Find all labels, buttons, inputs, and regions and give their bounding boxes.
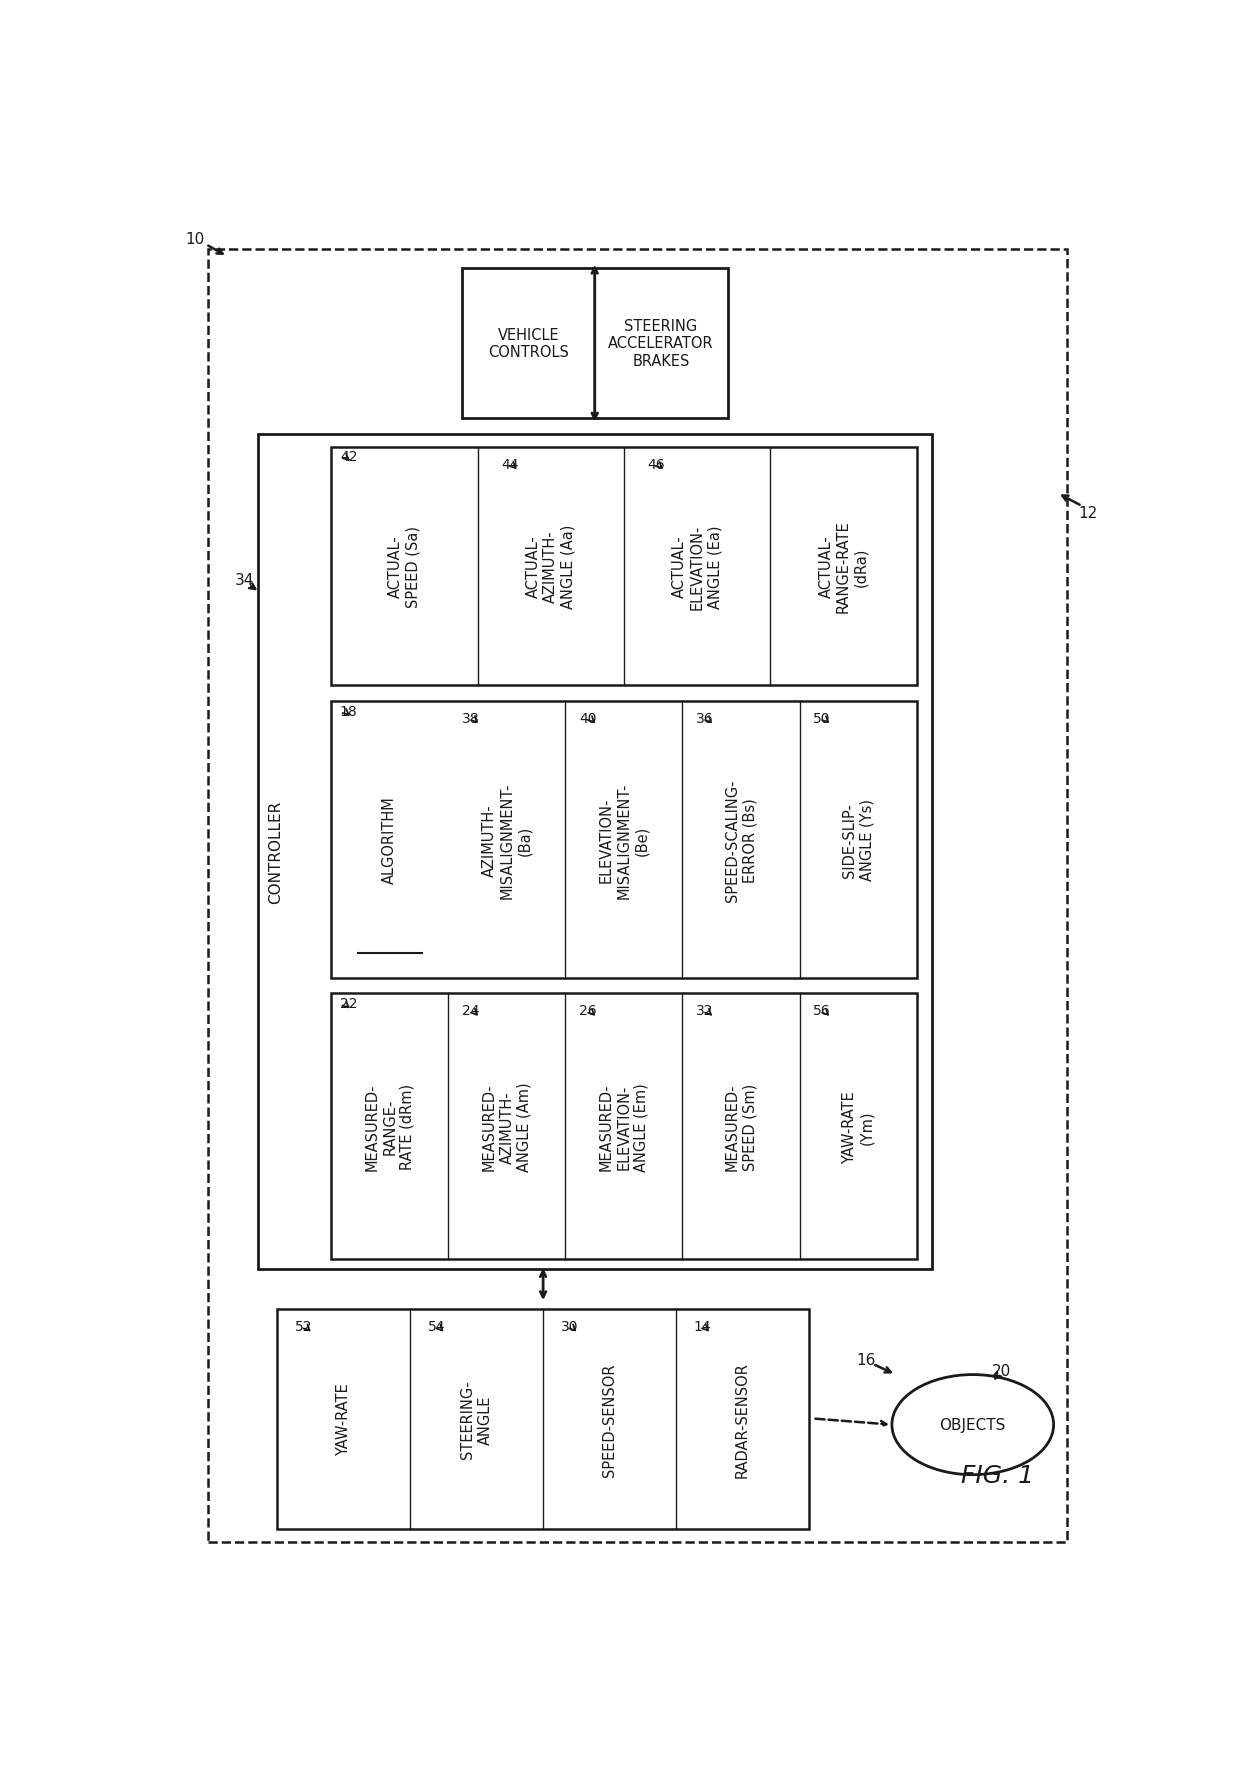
Text: MEASURED-
SPEED (Sm): MEASURED- SPEED (Sm) (725, 1083, 758, 1170)
Text: 44: 44 (501, 457, 518, 472)
Text: VEHICLE
CONTROLS: VEHICLE CONTROLS (489, 328, 569, 360)
Text: 42: 42 (340, 450, 357, 465)
FancyBboxPatch shape (331, 447, 916, 686)
Text: FIG. 1: FIG. 1 (961, 1463, 1034, 1488)
Text: ACTUAL-
AZIMUTH-
ANGLE (Aa): ACTUAL- AZIMUTH- ANGLE (Aa) (526, 525, 575, 608)
Text: 16: 16 (857, 1353, 877, 1367)
Text: 22: 22 (340, 996, 357, 1011)
Text: 10: 10 (186, 232, 205, 246)
Text: 30: 30 (560, 1319, 578, 1333)
Text: 34: 34 (234, 573, 254, 589)
Text: 50: 50 (813, 711, 831, 725)
Text: SPEED-SCALING-
ERROR (Bs): SPEED-SCALING- ERROR (Bs) (725, 778, 758, 901)
Text: 32: 32 (697, 1004, 714, 1018)
Text: 40: 40 (579, 711, 596, 725)
Text: 56: 56 (813, 1004, 831, 1018)
Text: YAW-RATE: YAW-RATE (336, 1383, 351, 1456)
Text: AZIMUTH-
MISALIGNMENT-
(Ba): AZIMUTH- MISALIGNMENT- (Ba) (482, 782, 532, 899)
Text: 24: 24 (463, 1004, 480, 1018)
Text: SPEED-SENSOR: SPEED-SENSOR (601, 1362, 618, 1475)
Text: OBJECTS: OBJECTS (940, 1417, 1006, 1433)
Text: 14: 14 (693, 1319, 711, 1333)
Text: YAW-RATE
(Ym): YAW-RATE (Ym) (842, 1090, 874, 1163)
Text: ACTUAL-
ELEVATION-
ANGLE (Ea): ACTUAL- ELEVATION- ANGLE (Ea) (672, 525, 722, 610)
Text: 20: 20 (992, 1363, 1011, 1378)
FancyBboxPatch shape (331, 702, 916, 979)
Text: ALGORITHM: ALGORITHM (382, 796, 397, 883)
Text: 46: 46 (647, 457, 665, 472)
Text: CONTROLLER: CONTROLLER (268, 800, 283, 902)
Text: MEASURED-
RANGE-
RATE (dRm): MEASURED- RANGE- RATE (dRm) (365, 1083, 414, 1170)
Text: 12: 12 (1079, 505, 1097, 521)
Text: STEERING
ACCELERATOR
BRAKES: STEERING ACCELERATOR BRAKES (608, 319, 714, 369)
Text: 54: 54 (428, 1319, 445, 1333)
FancyBboxPatch shape (463, 269, 728, 418)
Text: ACTUAL-
RANGE-RATE
(dRa): ACTUAL- RANGE-RATE (dRa) (818, 521, 868, 613)
Text: MEASURED-
AZIMUTH-
ANGLE (Am): MEASURED- AZIMUTH- ANGLE (Am) (482, 1082, 532, 1172)
Text: 38: 38 (463, 711, 480, 725)
Text: ELEVATION-
MISALIGNMENT-
(Be): ELEVATION- MISALIGNMENT- (Be) (599, 782, 649, 899)
FancyBboxPatch shape (331, 995, 916, 1259)
Text: RADAR-SENSOR: RADAR-SENSOR (735, 1362, 750, 1477)
Text: 36: 36 (697, 711, 714, 725)
FancyBboxPatch shape (208, 250, 1066, 1543)
Text: SIDE-SLIP-
ANGLE (Ys): SIDE-SLIP- ANGLE (Ys) (842, 800, 874, 881)
Ellipse shape (892, 1374, 1054, 1475)
Text: MEASURED-
ELEVATION-
ANGLE (Em): MEASURED- ELEVATION- ANGLE (Em) (599, 1082, 649, 1170)
Text: 52: 52 (295, 1319, 312, 1333)
FancyBboxPatch shape (278, 1310, 808, 1528)
Text: ACTUAL-
SPEED (Sa): ACTUAL- SPEED (Sa) (388, 527, 420, 608)
Text: 26: 26 (579, 1004, 596, 1018)
FancyBboxPatch shape (258, 434, 932, 1269)
Text: 18: 18 (340, 704, 357, 718)
Text: STEERING-
ANGLE: STEERING- ANGLE (460, 1379, 492, 1459)
